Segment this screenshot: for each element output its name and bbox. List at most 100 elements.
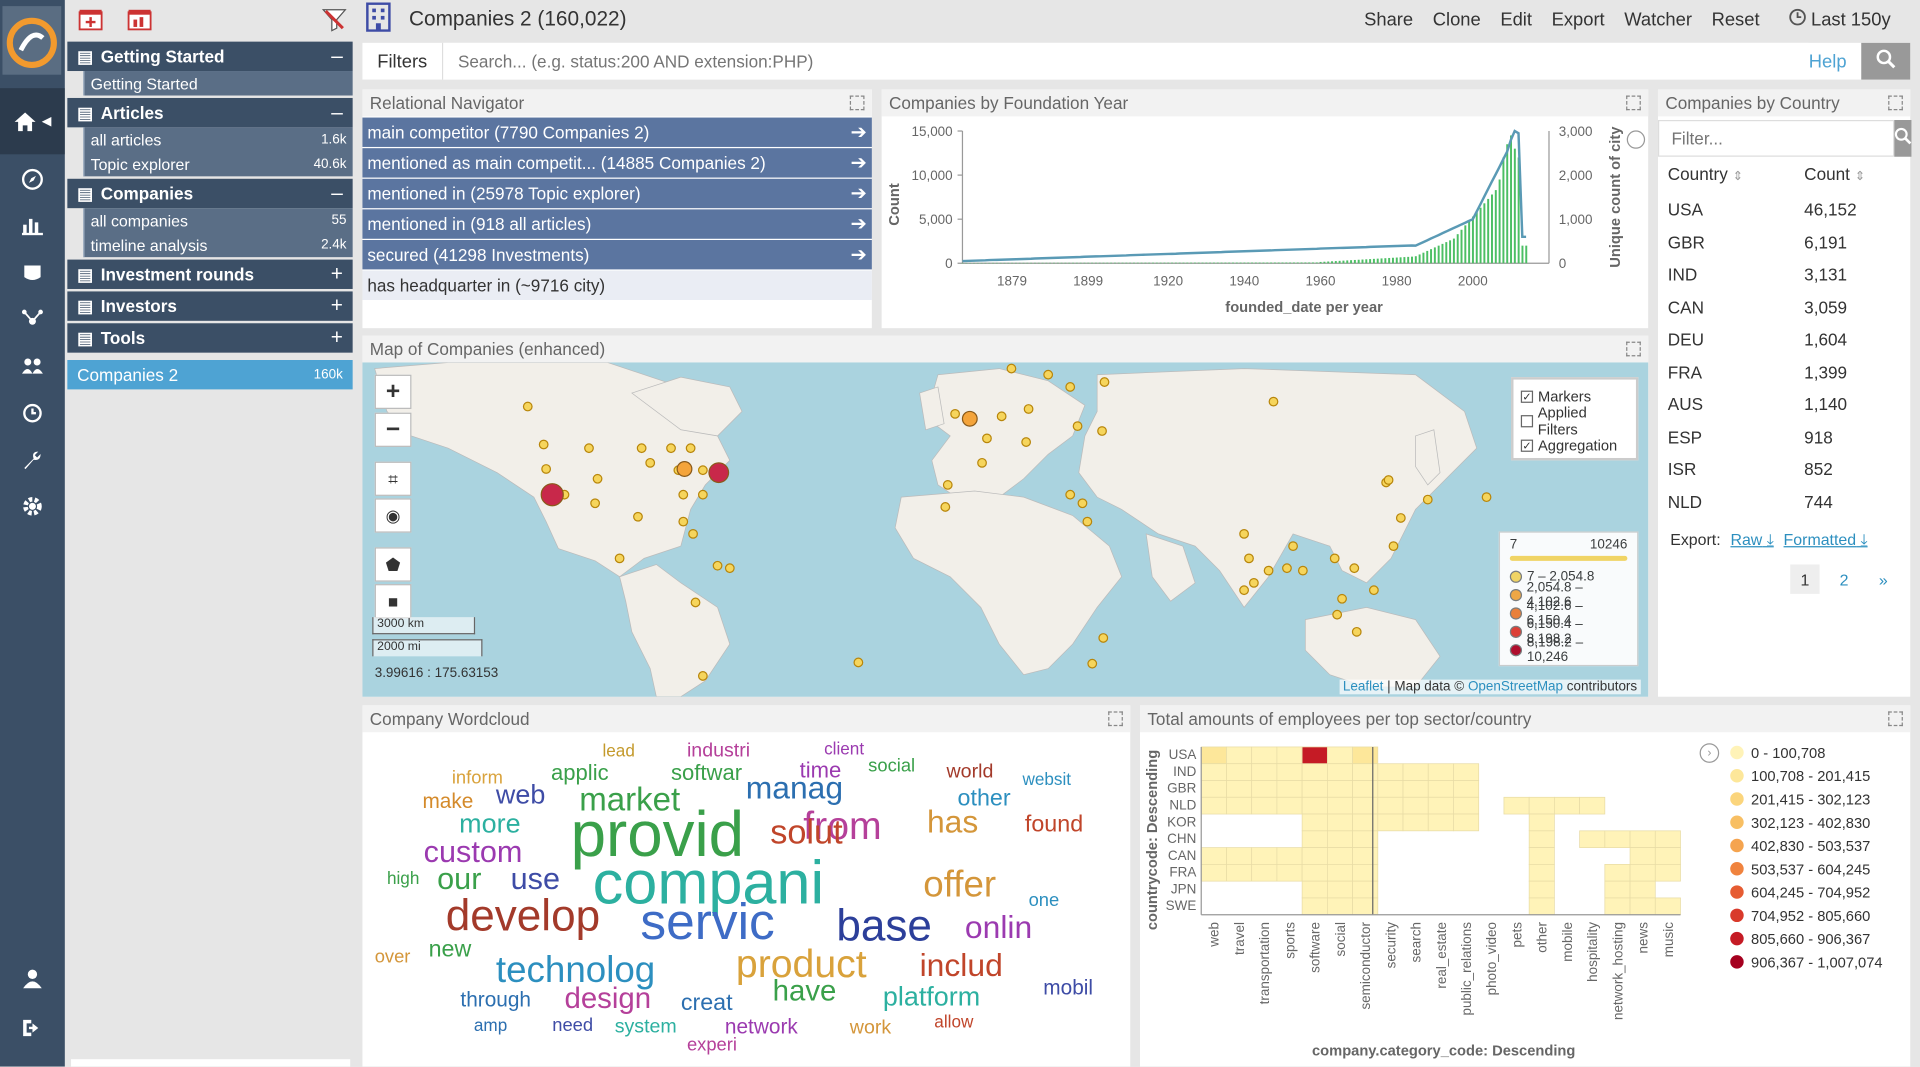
bar[interactable]	[1114, 263, 1116, 264]
heatmap-cell[interactable]	[1378, 797, 1403, 814]
map-marker[interactable]	[1289, 542, 1298, 551]
heatmap-cell[interactable]	[1327, 797, 1352, 814]
export-raw-link[interactable]: Raw ⤓	[1730, 530, 1773, 550]
wordcloud-word[interactable]: web	[496, 781, 545, 808]
wordcloud-word[interactable]: offer	[923, 867, 996, 904]
heatmap-cell[interactable]	[1529, 898, 1554, 915]
bar[interactable]	[1224, 263, 1226, 264]
map-marker[interactable]	[997, 412, 1006, 421]
section-header-3[interactable]: ▤Investment rounds+	[67, 260, 352, 289]
heatmap-cell[interactable]	[1302, 848, 1327, 865]
map-marker[interactable]	[1240, 530, 1249, 539]
heatmap-cell[interactable]	[1327, 764, 1352, 781]
eye-toggle-icon[interactable]: ◉	[375, 498, 412, 532]
expand-icon[interactable]	[1888, 96, 1903, 111]
section-header-1[interactable]: ▤Articles–	[67, 98, 352, 127]
heatmap-cell[interactable]	[1302, 814, 1327, 831]
map-marker[interactable]	[1024, 405, 1033, 414]
heatmap-cell[interactable]	[1428, 797, 1453, 814]
heatmap-cell[interactable]	[1353, 780, 1378, 797]
time-picker[interactable]: Last 150y	[1789, 9, 1891, 31]
bar[interactable]	[1403, 257, 1405, 263]
wordcloud-word[interactable]: world	[947, 763, 994, 783]
section-toggle[interactable]: –	[331, 181, 343, 205]
wordcloud-word[interactable]: work	[850, 1019, 891, 1039]
bar[interactable]	[1422, 253, 1424, 264]
relation-row[interactable]: has headquarter in (~9716 city)	[362, 271, 871, 300]
bar[interactable]	[1259, 263, 1261, 264]
bar[interactable]	[1426, 251, 1428, 263]
bar[interactable]	[1198, 263, 1200, 264]
bar[interactable]	[1468, 221, 1470, 263]
count-col-header[interactable]: Count ⇕	[1794, 157, 1910, 194]
heatmap-cell[interactable]	[1201, 797, 1226, 814]
map-marker[interactable]	[1100, 378, 1109, 387]
heatmap-cell[interactable]	[1428, 780, 1453, 797]
timelion-icon[interactable]	[0, 396, 65, 428]
map-marker[interactable]	[1350, 564, 1359, 573]
heatmap-cell[interactable]	[1655, 831, 1680, 848]
bar[interactable]	[1476, 212, 1478, 263]
bar[interactable]	[1091, 263, 1093, 264]
heatmap-cell[interactable]	[1277, 797, 1302, 814]
heatmap-cell[interactable]	[1428, 814, 1453, 831]
bar[interactable]	[1464, 225, 1466, 263]
bar[interactable]	[1183, 263, 1185, 264]
bar[interactable]	[1323, 262, 1325, 264]
legend-entry[interactable]: 805,660 - 906,367	[1730, 927, 1882, 950]
bar[interactable]	[1262, 262, 1264, 263]
map-marker[interactable]	[1397, 514, 1406, 523]
relation-row[interactable]: mentioned in (918 all articles)➔	[362, 209, 871, 238]
heatmap-cell[interactable]	[1453, 797, 1478, 814]
bar[interactable]	[1194, 263, 1196, 264]
heatmap-cell[interactable]	[1252, 864, 1277, 881]
map-marker[interactable]	[699, 466, 708, 475]
heatmap-cell[interactable]	[1554, 797, 1579, 814]
heatmap-cell[interactable]	[1655, 848, 1680, 865]
heatmap-cell[interactable]	[1403, 797, 1428, 814]
bar[interactable]	[1407, 257, 1409, 263]
wordcloud-word[interactable]: social	[868, 757, 915, 775]
map-marker[interactable]	[542, 465, 551, 474]
heatmap-cell[interactable]	[1252, 797, 1277, 814]
map-marker[interactable]	[1078, 499, 1087, 508]
section-toggle[interactable]: +	[331, 326, 343, 350]
map-marker[interactable]	[593, 474, 602, 483]
relation-row[interactable]: mentioned in (25978 Topic explorer)➔	[362, 179, 871, 208]
bar[interactable]	[1415, 256, 1417, 263]
bar[interactable]	[1449, 240, 1451, 263]
section-header-0[interactable]: ▤Getting Started–	[67, 42, 352, 71]
bar[interactable]	[1213, 263, 1215, 264]
heatmap-cell[interactable]	[1353, 814, 1378, 831]
bar[interactable]	[1487, 199, 1489, 263]
heatmap-cell[interactable]	[1353, 831, 1378, 848]
map-marker[interactable]	[1283, 564, 1292, 573]
map-marker[interactable]	[1007, 364, 1016, 373]
wordcloud-word[interactable]: includ	[920, 949, 1003, 981]
map-marker[interactable]	[1269, 397, 1278, 406]
map-marker-cluster[interactable]	[541, 484, 563, 506]
draw-rectangle-icon[interactable]: ■	[375, 584, 412, 618]
wordcloud-word[interactable]: websit	[1022, 770, 1071, 787]
heatmap-cell[interactable]	[1252, 848, 1277, 865]
wordcloud-word[interactable]: system	[615, 1018, 677, 1038]
bar[interactable]	[1335, 261, 1337, 263]
section-header-2[interactable]: ▤Companies–	[67, 179, 352, 208]
wordcloud-word[interactable]: have	[773, 977, 837, 1006]
map-marker[interactable]	[637, 444, 646, 453]
wordcloud-word[interactable]: has	[927, 806, 978, 838]
heatmap-cell[interactable]	[1655, 864, 1680, 881]
relation-row[interactable]: mentioned as main competit... (14885 Com…	[362, 148, 871, 177]
heatmap-cell[interactable]	[1201, 864, 1226, 881]
map-marker[interactable]	[1338, 594, 1347, 603]
wordcloud-word[interactable]: over	[375, 948, 411, 966]
bar[interactable]	[1087, 263, 1089, 264]
map-marker[interactable]	[1330, 554, 1339, 563]
map-marker[interactable]	[1066, 490, 1075, 499]
new-dashboard-icon[interactable]	[77, 7, 104, 31]
bar[interactable]	[1186, 263, 1188, 264]
